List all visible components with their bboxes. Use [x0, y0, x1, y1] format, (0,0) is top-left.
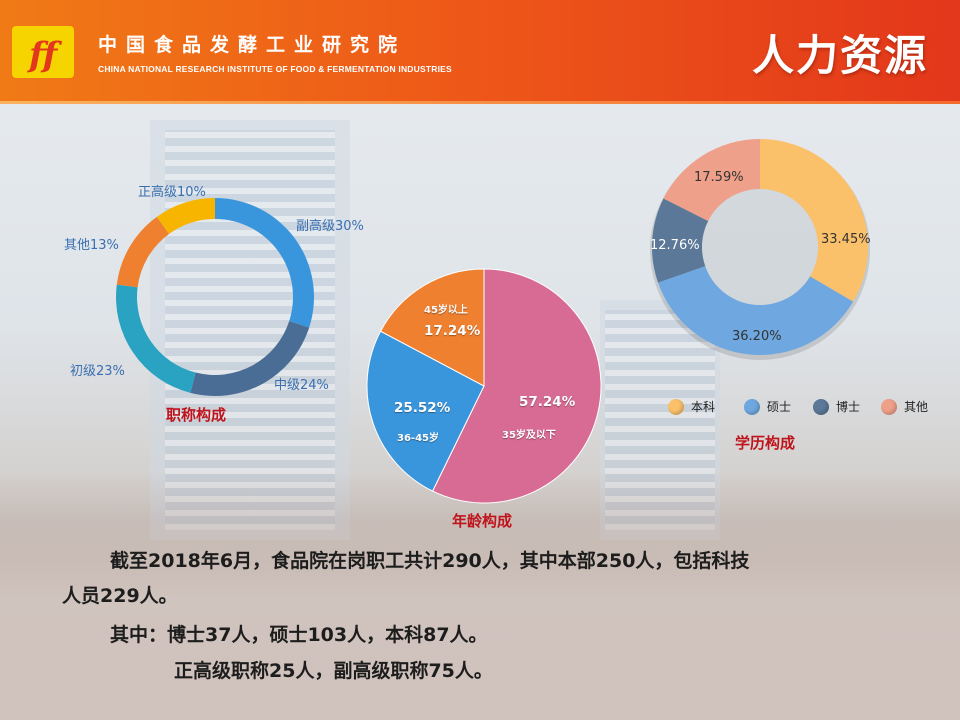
body-line-4: 正高级职称25人，副高级职称75人。	[174, 660, 493, 682]
legend-label-boshi: 博士	[836, 400, 861, 414]
donut1-label-zhongji: 中级24%	[274, 378, 329, 393]
pie2-label-cat-35: 35岁及以下	[502, 430, 556, 441]
donut3-hole	[702, 189, 818, 305]
legend-dot-shuoshi	[744, 398, 760, 415]
legend-dot-qita	[881, 398, 897, 415]
donut1-label-qita: 其他13%	[64, 238, 119, 253]
background-text-overlay	[0, 520, 960, 720]
pie2-title: 年龄构成	[452, 512, 513, 530]
pie2-label-cat-36: 36-45岁	[397, 433, 439, 444]
donut1-label-zhenggaoji: 正高级10%	[138, 185, 206, 200]
pie2-label-pct-45: 17.24%	[424, 323, 481, 339]
legend-dot-benke	[668, 398, 684, 415]
donut1-slice-4	[156, 198, 215, 234]
pie2-slice-2	[379, 268, 485, 387]
legend-label-shuoshi: 硕士	[767, 400, 792, 414]
donut3-label-shuoshi: 36.20%	[732, 329, 782, 344]
org-name-en: CHINA NATIONAL RESEARCH INSTITUTE OF FOO…	[98, 64, 452, 74]
donut1-slice-2	[116, 284, 196, 393]
svg-text:ff: ff	[27, 35, 63, 75]
legend-item-qita: 其他	[881, 398, 928, 415]
header-banner: ff 中国食品发酵工业研究院 CHINA NATIONAL RESEARCH I…	[0, 0, 960, 104]
donut3-slice-2	[652, 198, 709, 283]
background-ground	[0, 470, 960, 720]
donut1-slice-3	[116, 216, 170, 288]
legend-label-qita: 其他	[904, 400, 929, 414]
page-title: 人力资源	[751, 31, 928, 80]
donut3-title: 学历构成	[735, 434, 796, 452]
donut1-slice-1	[190, 321, 310, 397]
body-line-2: 人员229人。	[62, 585, 178, 607]
body-line-1: 截至2018年6月，食品院在岗职工共计290人，其中本部250人，包括科技	[110, 550, 750, 572]
donut1-label-chuji: 初级23%	[70, 364, 125, 379]
legend-dot-boshi	[813, 398, 829, 415]
donut3-slice-3	[663, 139, 760, 221]
pie2-label-pct-36: 25.52%	[394, 400, 451, 416]
donut3-label-qita: 17.59%	[694, 170, 744, 185]
legend-item-boshi: 博士	[813, 398, 860, 415]
legend-label-benke: 本科	[691, 400, 716, 414]
donut3-label-benke: 33.45%	[821, 232, 871, 247]
pie2-slice-1	[366, 330, 485, 492]
donut3-slice-0	[760, 139, 868, 302]
pie2-slice-0	[431, 268, 602, 504]
pie2-label-cat-45: 45岁以上	[424, 305, 468, 316]
donut1-title: 职称构成	[166, 406, 227, 424]
donut1-slice-0	[215, 198, 314, 328]
legend-item-shuoshi: 硕士	[744, 398, 791, 415]
donut3-label-boshi: 12.76%	[650, 238, 700, 253]
legend-item-benke: 本科	[668, 398, 715, 415]
donut1-label-fugaoji: 副高级30%	[296, 219, 364, 234]
body-line-3: 其中：博士37人，硕士103人，本科87人。	[110, 624, 488, 646]
donut3-slice-1	[658, 266, 854, 355]
pie2-label-pct-35: 57.24%	[519, 394, 576, 410]
ff-logo-icon: ff	[12, 26, 74, 78]
donut3-legend: 本科 硕士 博士 其他	[668, 398, 948, 418]
org-name-cn: 中国食品发酵工业研究院	[98, 34, 407, 56]
